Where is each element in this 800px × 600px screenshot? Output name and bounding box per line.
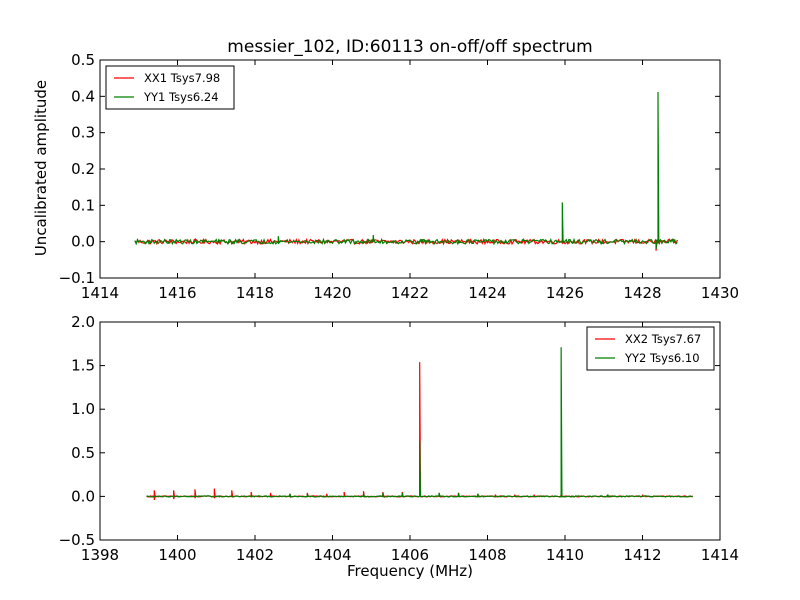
y-tick-label: −0.5 — [59, 531, 95, 549]
x-tick-label: 1428 — [623, 284, 661, 302]
y-tick-label: 1.5 — [71, 357, 95, 375]
bottom-plot-frame — [99, 321, 721, 541]
x-axis-label: Frequency (MHz) — [347, 562, 473, 580]
top-y-ticks: −0.1 0.0 0.1 0.2 0.3 0.4 0.5 — [59, 51, 720, 287]
y-tick-label: 0.4 — [71, 87, 95, 105]
top-panel: messier_102, ID:60113 on-off/off spectru… — [32, 37, 739, 302]
top-legend: XX1 Tsys7.98 YY1 Tsys6.24 — [105, 65, 235, 110]
x-tick-label: 1418 — [236, 284, 274, 302]
x-tick-label: 1412 — [623, 546, 661, 564]
legend-label: XX1 Tsys7.98 — [144, 71, 220, 85]
legend-label: XX2 Tsys7.67 — [625, 332, 701, 346]
y-tick-label: 0.3 — [71, 124, 95, 142]
x-tick-label: 1424 — [468, 284, 506, 302]
bottom-y-ticks: −0.5 0.0 0.5 1.0 1.5 2.0 — [59, 313, 720, 549]
y-tick-label: 0.2 — [71, 160, 95, 178]
series-line-yy1 — [134, 91, 678, 249]
x-tick-label: 1410 — [546, 546, 584, 564]
x-tick-label: 1406 — [391, 546, 429, 564]
legend-label: YY2 Tsys6.10 — [624, 351, 700, 365]
x-tick-label: 1400 — [158, 546, 196, 564]
x-tick-label: 1414 — [701, 546, 739, 564]
y-tick-label: 0.5 — [71, 444, 95, 462]
top-x-ticks: 1414 1416 1418 1420 1422 1424 1426 1428 1430 — [81, 60, 739, 302]
x-tick-label: 1420 — [313, 284, 351, 302]
x-tick-label: 1408 — [468, 546, 506, 564]
legend-box — [586, 326, 715, 371]
legend-box — [105, 65, 235, 110]
y-tick-label: 0.5 — [71, 51, 95, 69]
x-tick-label: 1404 — [313, 546, 351, 564]
top-plot-frame — [99, 59, 721, 279]
y-tick-label: 0.1 — [71, 196, 95, 214]
chart-title: messier_102, ID:60113 on-off/off spectru… — [227, 37, 592, 57]
y-tick-label: 0.0 — [71, 487, 95, 505]
series-line-yy2 — [146, 347, 693, 498]
x-tick-label: 1422 — [391, 284, 429, 302]
y-tick-label: 1.0 — [71, 400, 95, 418]
x-tick-label: 1414 — [81, 284, 119, 302]
bottom-panel-marks — [146, 347, 694, 501]
x-tick-label: 1416 — [158, 284, 196, 302]
x-tick-label: 1398 — [81, 546, 119, 564]
y-tick-label: −0.1 — [59, 269, 95, 287]
legend-label: YY1 Tsys6.24 — [143, 90, 219, 104]
bottom-panel: Frequency (MHz) 1398 1400 1402 1404 1406 1408… — [59, 313, 740, 580]
top-panel-marks — [134, 91, 678, 251]
y-tick-label: 0.0 — [71, 233, 95, 251]
x-tick-label: 1426 — [546, 284, 584, 302]
y-tick-label: 2.0 — [71, 313, 95, 331]
x-tick-label: 1402 — [236, 546, 274, 564]
x-tick-label: 1430 — [701, 284, 739, 302]
y-axis-label: Uncalibrated amplitude — [32, 80, 50, 256]
bottom-legend: XX2 Tsys7.67 YY2 Tsys6.10 — [586, 326, 715, 371]
bottom-x-ticks: 1398 1400 1402 1404 1406 1408 1410 1412 1414 — [81, 322, 739, 564]
